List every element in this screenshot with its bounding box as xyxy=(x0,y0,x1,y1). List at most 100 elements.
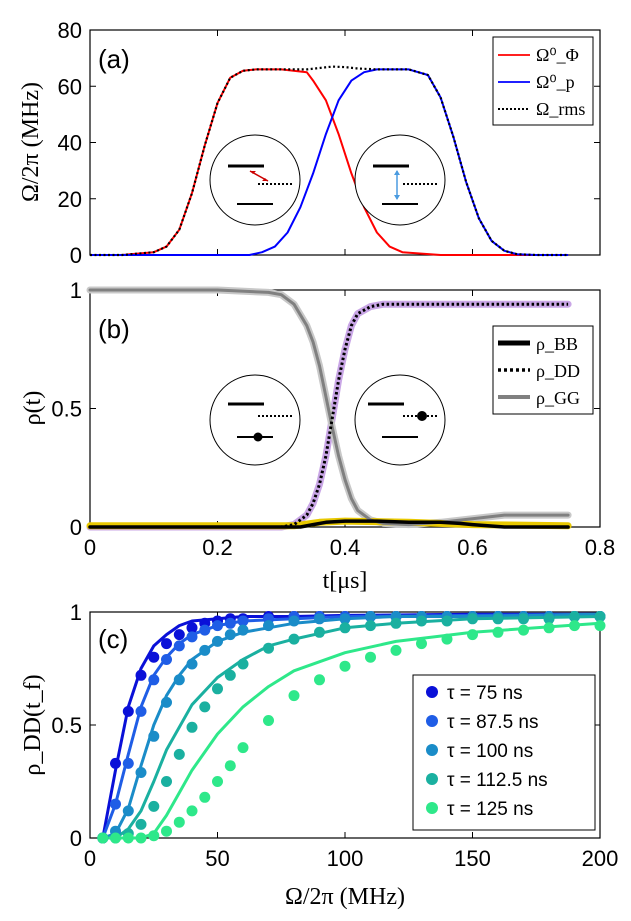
data-point-c-4 xyxy=(237,742,249,754)
series-line-a-2 xyxy=(90,65,569,257)
ytick-label: 80 xyxy=(58,18,82,43)
data-point-c-3 xyxy=(224,669,236,681)
ytick-label: 0.5 xyxy=(51,713,82,738)
data-point-c-2 xyxy=(237,624,249,636)
data-point-c-3 xyxy=(288,633,300,645)
population-dot-icon xyxy=(253,432,263,442)
data-point-c-4 xyxy=(148,830,160,842)
data-point-c-0 xyxy=(186,622,198,634)
data-point-c-4 xyxy=(161,825,172,837)
data-point-c-0 xyxy=(135,669,147,681)
data-point-c-4 xyxy=(365,651,376,663)
xtick-label: 100 xyxy=(327,846,364,871)
panel-b: 0 0.5 1 0 0.2 0.4 0.6 0.8 (b) ρ(t) t[μs] ρ_BB ρ… xyxy=(20,278,615,594)
data-point-c-3 xyxy=(416,615,427,627)
panel-a-ylabel: Ω/2π (MHz) xyxy=(18,82,44,202)
data-point-c-4 xyxy=(416,638,427,650)
data-point-c-2 xyxy=(135,767,147,778)
data-point-c-2 xyxy=(365,611,376,622)
series-line-a-1 xyxy=(90,68,569,256)
data-point-c-4 xyxy=(199,791,211,803)
xtick-label: 200 xyxy=(582,846,619,871)
ytick-label: 20 xyxy=(58,187,82,212)
data-point-c-4 xyxy=(492,626,504,638)
legend-label-p: Ω⁰_p xyxy=(536,72,575,92)
data-point-c-4 xyxy=(135,832,147,844)
legend-label-dd: ρ_DD xyxy=(536,361,580,381)
legend-marker-c-1 xyxy=(426,715,438,727)
data-point-c-1 xyxy=(110,798,121,810)
panel-a-ticks: 0 20 40 60 80 xyxy=(58,18,601,268)
xtick-label: 0 xyxy=(84,846,96,871)
data-point-c-0 xyxy=(161,638,172,650)
data-point-c-3 xyxy=(467,613,478,625)
legend-label-bb: ρ_BB xyxy=(536,334,578,354)
inset-circle xyxy=(354,134,446,226)
data-point-c-3 xyxy=(492,613,504,625)
data-point-c-4 xyxy=(314,674,325,686)
xtick-label: 0.6 xyxy=(457,535,488,560)
data-point-c-1 xyxy=(224,617,236,629)
data-point-c-4 xyxy=(110,832,121,844)
population-dot-icon xyxy=(417,411,427,421)
data-point-c-3 xyxy=(339,622,351,634)
data-point-c-3 xyxy=(161,776,172,787)
data-point-c-2 xyxy=(212,635,223,647)
data-point-c-4 xyxy=(569,620,580,632)
data-point-c-1 xyxy=(161,654,172,665)
data-point-c-4 xyxy=(224,760,236,772)
inset-circle xyxy=(209,374,301,466)
data-point-c-1 xyxy=(122,757,134,769)
data-point-c-3 xyxy=(173,748,185,760)
data-point-c-3 xyxy=(569,611,580,622)
data-point-c-4 xyxy=(173,816,185,828)
data-point-c-3 xyxy=(390,617,402,629)
data-point-c-3 xyxy=(441,615,453,627)
data-point-c-4 xyxy=(518,624,529,636)
legend-label-c-2: τ = 100 ns xyxy=(447,741,533,762)
legend-label-gg: ρ_GG xyxy=(536,388,580,408)
data-point-c-4 xyxy=(186,805,198,817)
panel-c-legend: τ = 75 ns τ = 87.5 ns τ = 100 ns τ = 112.5 … xyxy=(412,674,596,831)
inset-circle xyxy=(354,374,446,466)
legend-label-c-3: τ = 112.5 ns xyxy=(447,770,548,791)
panel-b-ticks: 0 0.5 1 0 0.2 0.4 0.6 0.8 xyxy=(51,278,615,560)
data-point-c-2 xyxy=(173,674,185,686)
data-point-c-4 xyxy=(390,644,402,656)
data-point-c-2 xyxy=(339,613,351,625)
data-point-c-2 xyxy=(122,805,134,817)
xtick-label: 0 xyxy=(84,535,96,560)
data-point-c-0 xyxy=(148,651,160,663)
legend-label-c-1: τ = 87.5 ns xyxy=(447,712,538,733)
data-point-c-4 xyxy=(339,660,351,672)
ytick-label: 40 xyxy=(58,131,82,156)
fit-line-c-1 xyxy=(101,612,601,839)
panel-c-ylabel: ρ_DD(t_f) xyxy=(20,674,46,775)
inset-b-right xyxy=(354,374,446,466)
data-point-c-4 xyxy=(543,622,555,634)
data-point-c-3 xyxy=(212,683,223,695)
legend-box xyxy=(492,36,594,126)
data-point-c-2 xyxy=(186,658,198,670)
panel-b-legend: ρ_BB ρ_DD ρ_GG xyxy=(492,325,594,415)
data-point-c-3 xyxy=(314,626,325,638)
inset-b-left xyxy=(209,374,301,466)
data-point-c-2 xyxy=(148,730,160,742)
inset-a-right xyxy=(354,134,446,226)
legend-box xyxy=(412,674,596,831)
ytick-label: 0.5 xyxy=(51,397,82,422)
ytick-label: 60 xyxy=(58,74,82,99)
panel-c: 0 0.5 1 0 50 100 150 200 (c) ρ_DD(t_f) Ω/2π (MH… xyxy=(20,600,618,910)
legend-marker-c-2 xyxy=(426,744,438,756)
data-point-c-4 xyxy=(467,629,478,641)
fit-line-c-4 xyxy=(102,621,601,840)
inset-a-left xyxy=(209,134,301,226)
ytick-label: 1 xyxy=(70,600,82,625)
data-point-c-3 xyxy=(186,721,198,733)
data-point-c-4 xyxy=(212,776,223,787)
panel-b-ylabel: ρ(t) xyxy=(20,391,46,426)
data-point-c-3 xyxy=(518,613,529,625)
panel-a-series xyxy=(90,65,569,257)
data-point-c-2 xyxy=(224,629,236,641)
